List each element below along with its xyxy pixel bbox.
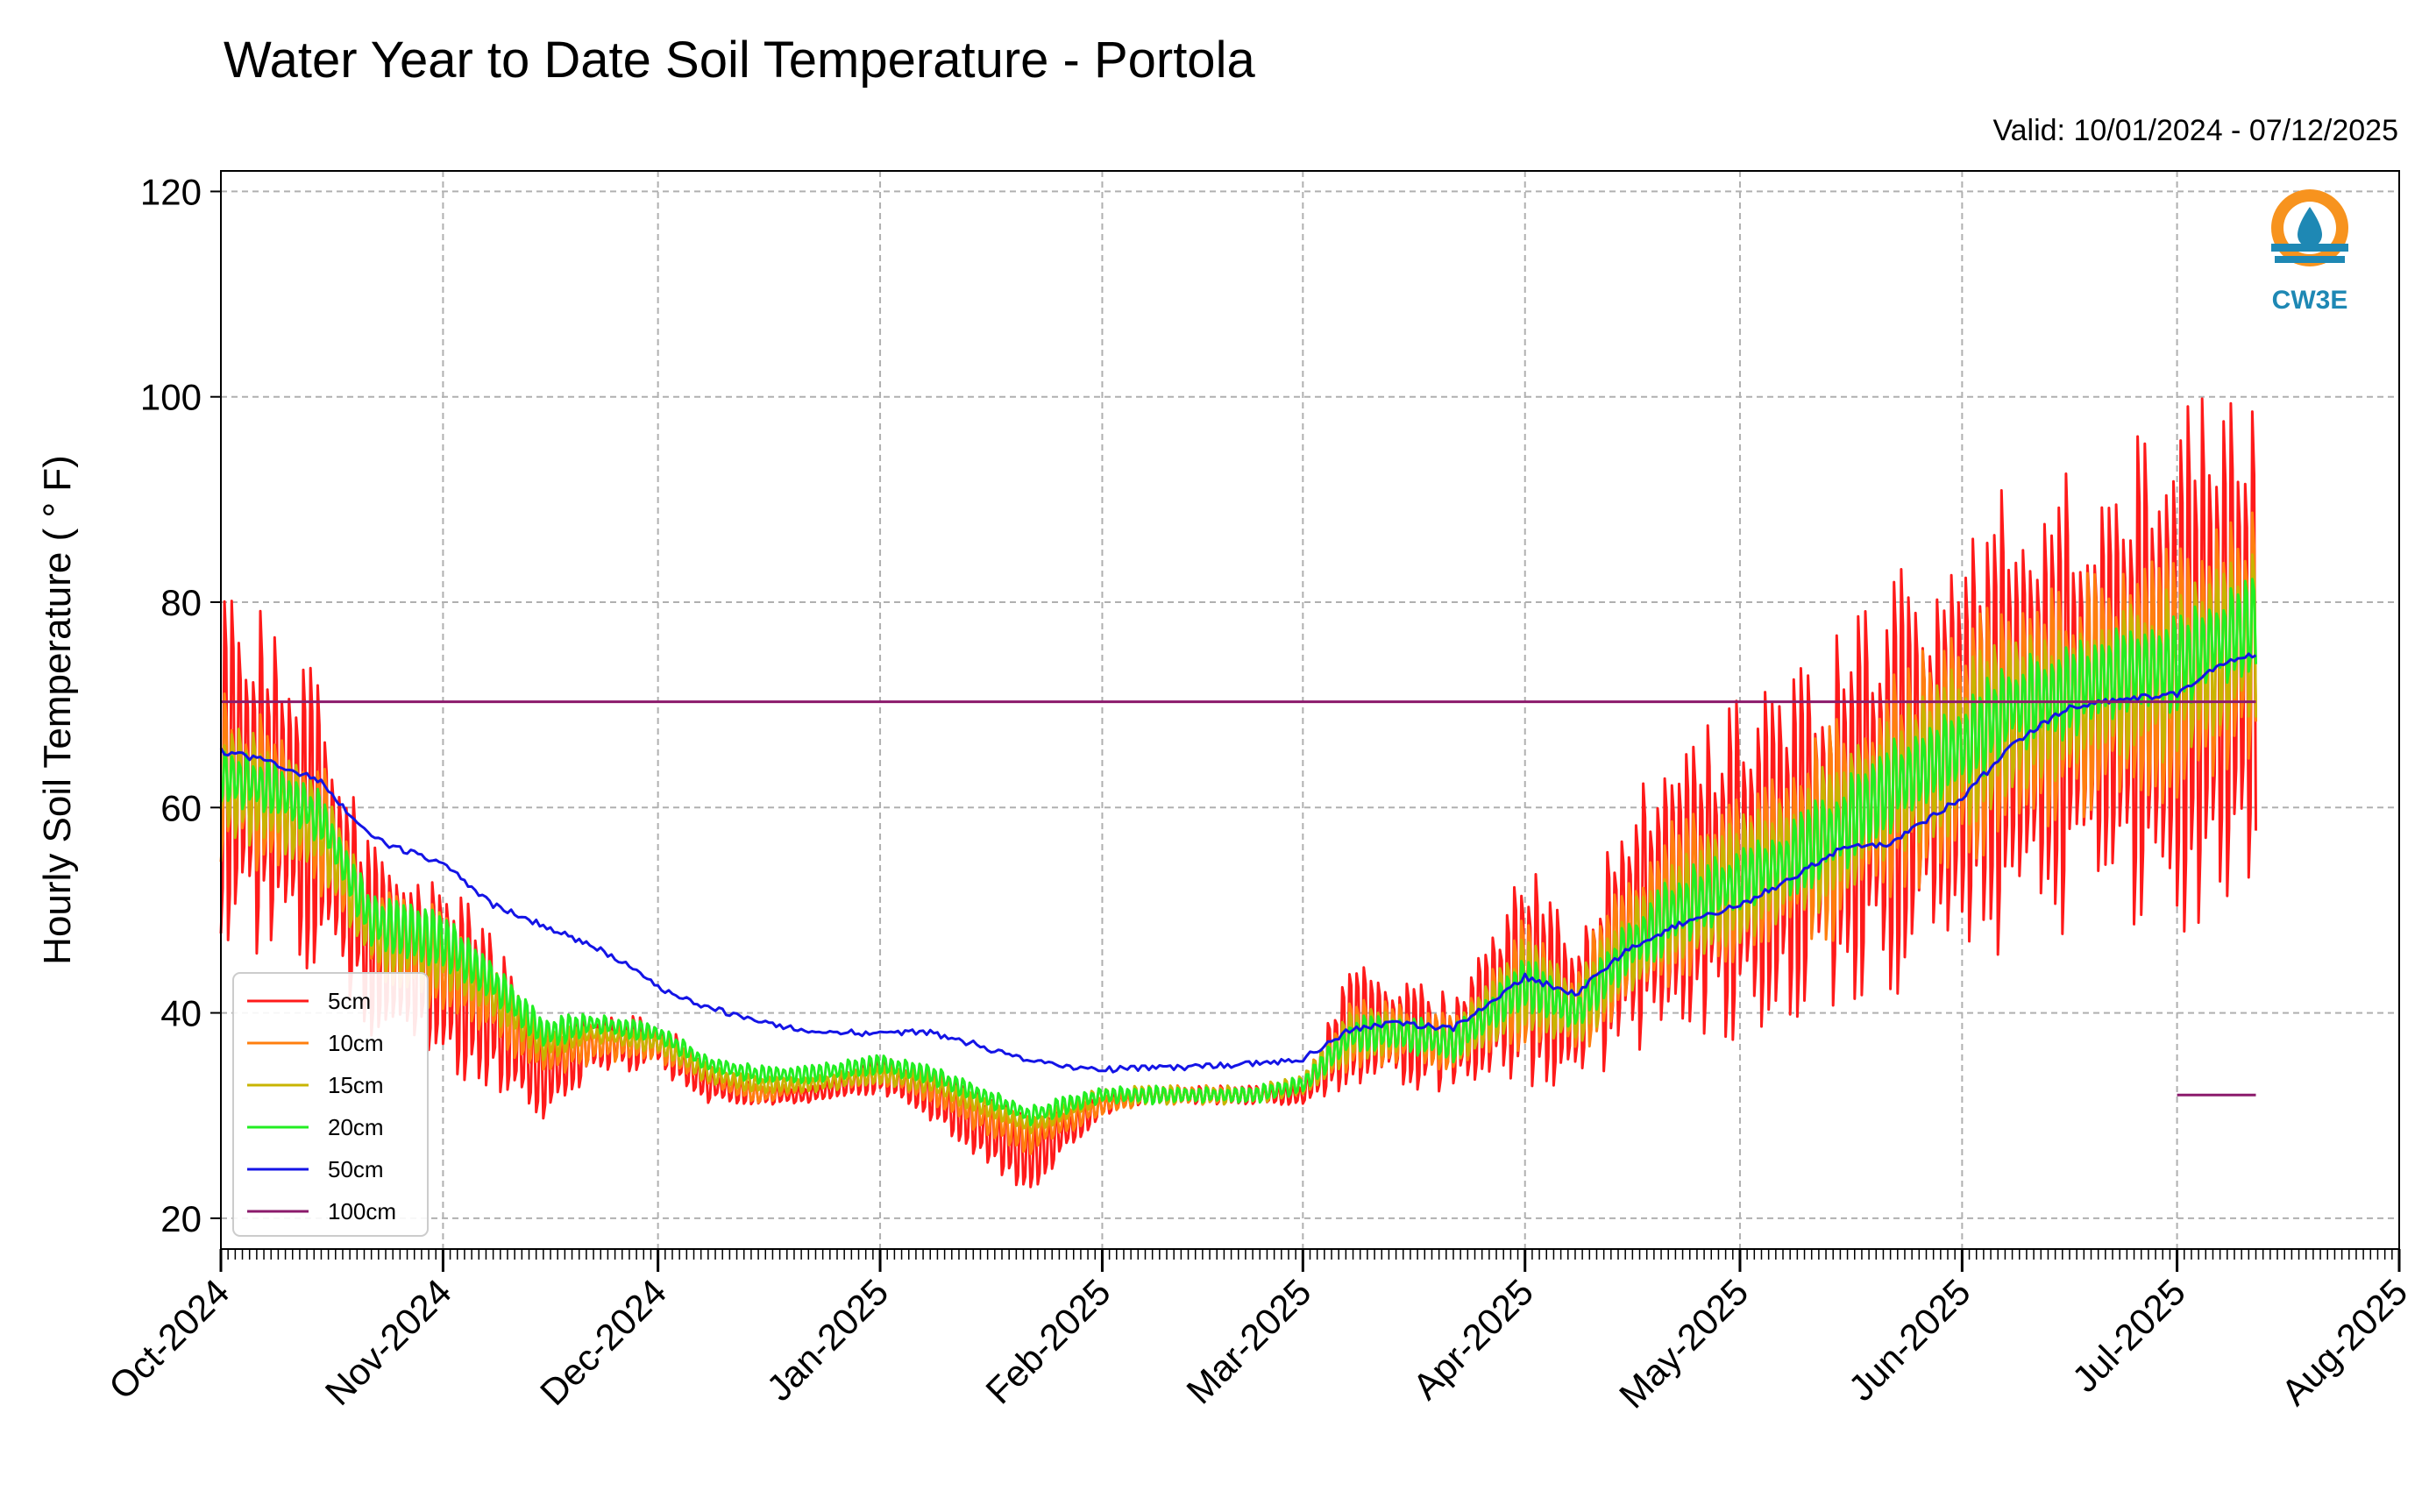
- logo-drop-icon: [2298, 207, 2322, 247]
- x-tick-label: Jun-2025: [1841, 1271, 1978, 1409]
- logo-wave-icon: [2271, 244, 2348, 252]
- series-layer: [219, 397, 2257, 1189]
- legend: 5cm 10cm 15cm 20cm 50cm 100cm: [232, 972, 429, 1237]
- y-tick-label: 120: [140, 171, 202, 212]
- legend-label-15cm: 15cm: [328, 1072, 384, 1098]
- x-tick-label: Aug-2025: [2273, 1271, 2415, 1413]
- series-line-20cm: [219, 578, 2257, 1126]
- x-tick-label: Feb-2025: [977, 1271, 1118, 1411]
- series-100cm: [221, 700, 2256, 1097]
- legend-label-5cm: 5cm: [328, 988, 371, 1014]
- y-axis-label: Hourly Soil Temperature ( ° F): [36, 455, 79, 965]
- x-tick-label: Jan-2025: [758, 1271, 896, 1409]
- chart-subtitle: Valid: 10/01/2024 - 07/12/2025: [1992, 114, 2398, 147]
- grid-lines: [221, 171, 2399, 1249]
- series-50cm: [219, 652, 2257, 1074]
- x-tick-label: Jul-2025: [2064, 1271, 2193, 1400]
- series-20cm: [219, 578, 2257, 1126]
- legend-label-10cm: 10cm: [328, 1030, 384, 1056]
- y-tick-label: 60: [160, 787, 202, 828]
- y-axis: 20 40 60 80 100 120: [140, 171, 221, 1239]
- x-tick-label: Nov-2024: [317, 1271, 459, 1413]
- x-tick-label: Dec-2024: [532, 1271, 674, 1413]
- legend-label-50cm: 50cm: [328, 1156, 384, 1182]
- x-tick-label: Mar-2025: [1178, 1271, 1318, 1411]
- y-tick-label: 100: [140, 377, 202, 418]
- legend-label-20cm: 20cm: [328, 1114, 384, 1140]
- series-line-50cm: [219, 652, 2257, 1074]
- y-tick-label: 20: [160, 1198, 202, 1239]
- y-tick-label: 80: [160, 582, 202, 623]
- y-tick-label: 40: [160, 993, 202, 1034]
- x-axis: Oct-2024 Nov-2024 Dec-2024 Jan-2025 Feb-2025…: [101, 1249, 2415, 1416]
- chart-title: Water Year to Date Soil Temperature - Po…: [224, 32, 1255, 89]
- x-tick-label: Apr-2025: [1405, 1271, 1541, 1407]
- legend-label-100cm: 100cm: [328, 1198, 396, 1225]
- x-tick-label: May-2025: [1611, 1271, 1756, 1416]
- cw3e-logo: CW3E: [2271, 189, 2348, 315]
- logo-text: CW3E: [2272, 286, 2348, 315]
- x-tick-label: Oct-2024: [101, 1271, 237, 1407]
